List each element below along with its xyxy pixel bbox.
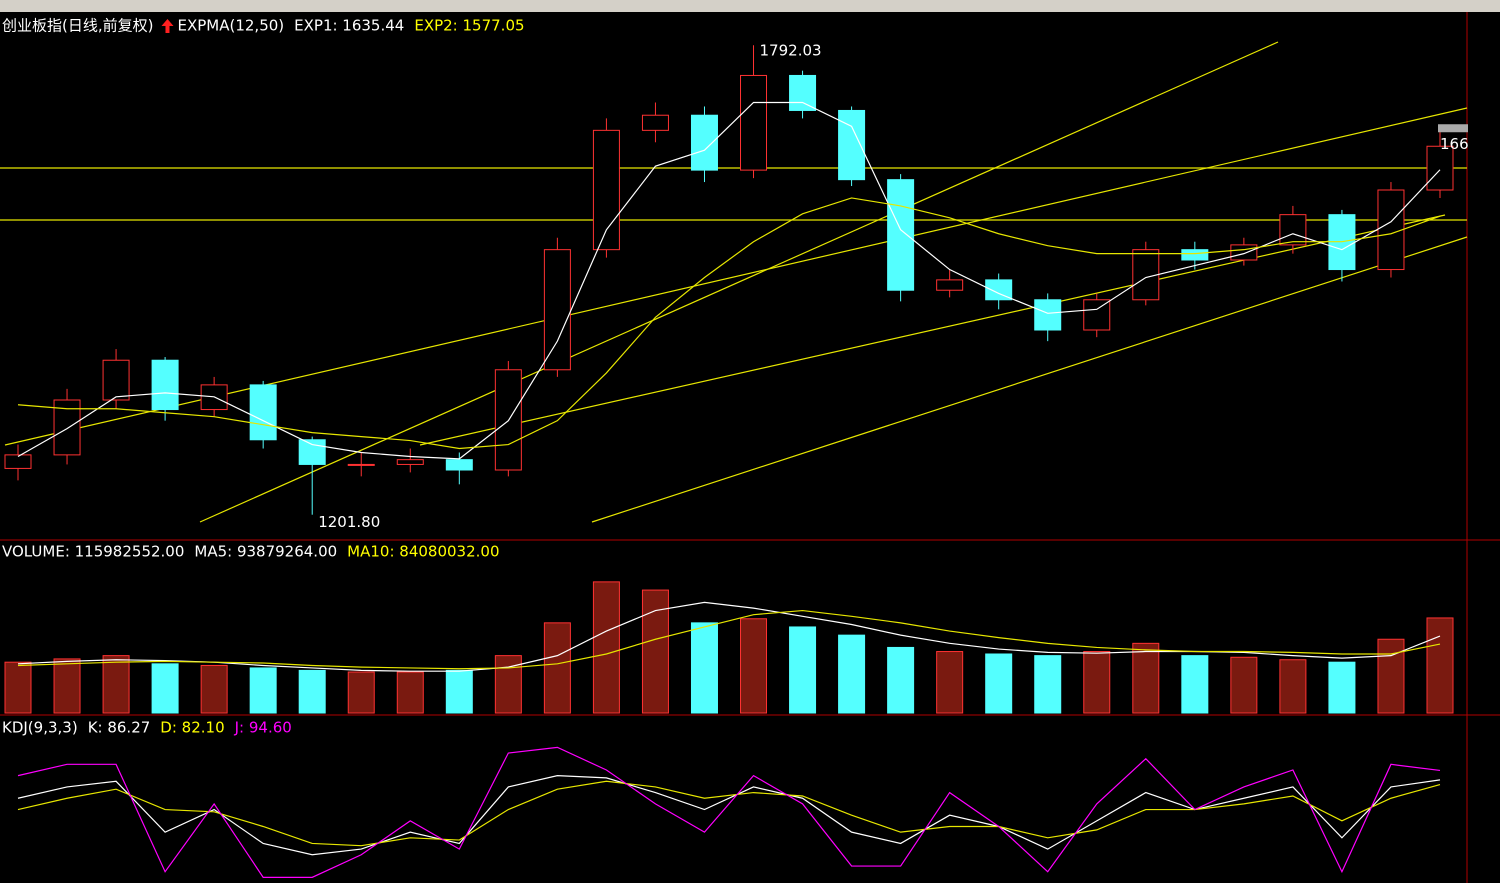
price-tag-bg — [1438, 124, 1468, 133]
volume-bar — [445, 669, 473, 714]
volume-bar — [4, 661, 32, 714]
volume-bar — [102, 655, 130, 714]
volume-bar — [200, 664, 228, 714]
candle-body — [789, 74, 817, 111]
volume-bar — [592, 581, 620, 714]
series-line — [17, 601, 1441, 672]
volume-bar — [1083, 651, 1111, 714]
volume-bar — [740, 618, 768, 714]
legend-entry: KDJ(9,3,3) — [2, 719, 78, 737]
volume-bar — [249, 667, 277, 714]
series-line — [17, 197, 1441, 450]
volume-bar — [690, 622, 718, 714]
series-line — [17, 746, 1441, 878]
candle-body — [1279, 214, 1307, 246]
candle-body — [1132, 249, 1160, 301]
candle-body — [1377, 189, 1405, 271]
panel-frame — [0, 12, 1500, 883]
candle-body — [347, 463, 375, 466]
candle-body — [887, 179, 915, 291]
candle-body — [690, 114, 718, 171]
volume-bar — [887, 646, 915, 714]
candle-body — [592, 129, 620, 251]
menu-bar — [0, 0, 1500, 12]
volume-bar — [789, 626, 817, 714]
candle-body — [298, 439, 326, 465]
up-arrow-icon — [161, 19, 174, 33]
legend-entry: MA5: 93879264.00 — [194, 543, 337, 561]
candle-body — [396, 459, 424, 465]
legend-entry: VOLUME: 115982552.00 — [2, 543, 184, 561]
volume-bar — [53, 658, 81, 714]
series-line — [17, 101, 1441, 460]
volume-bar — [151, 663, 179, 714]
candle-body — [641, 114, 669, 131]
volume-bar — [494, 655, 522, 714]
high-label: 1792.03 — [760, 42, 822, 60]
volume-bar — [985, 653, 1013, 714]
candle-body — [985, 279, 1013, 301]
volume-bar — [1034, 655, 1062, 714]
candle-body — [1083, 299, 1111, 331]
marks — [4, 45, 1454, 878]
legend-entry: K: 86.27 — [88, 719, 151, 737]
candle-body — [249, 384, 277, 441]
candle-body — [151, 359, 179, 411]
trend-line — [199, 41, 1279, 523]
chart-title: 创业板指(日线,前复权) — [2, 17, 153, 35]
series-line — [17, 609, 1441, 670]
candle-body — [1230, 244, 1258, 261]
volume-bar — [1328, 661, 1356, 714]
volume-bar — [1279, 659, 1307, 714]
legend-entry: EXP1: 1635.44 — [294, 17, 404, 35]
series-line — [17, 780, 1441, 847]
legend-entry: MA10: 84080032.00 — [347, 543, 499, 561]
volume-bar — [1377, 638, 1405, 714]
candle-body — [1426, 145, 1454, 191]
candle-body — [1034, 299, 1062, 331]
legend-entry: EXP2: 1577.05 — [414, 17, 524, 35]
legend-entry: J: 94.60 — [234, 719, 292, 737]
last-price-label: 166 — [1440, 135, 1469, 153]
series-line — [17, 775, 1441, 856]
low-label: 1201.80 — [318, 513, 380, 531]
trend-line — [419, 214, 1446, 446]
candle-body — [936, 279, 964, 291]
candle-body — [1181, 249, 1209, 261]
trend-line — [4, 107, 1468, 446]
candle-body — [445, 459, 473, 471]
trend-lines — [0, 41, 1468, 523]
candle-body — [543, 249, 571, 371]
volume-bar — [396, 671, 424, 714]
candle-body — [102, 359, 130, 401]
volume-bar — [936, 651, 964, 714]
volume-bar — [1181, 655, 1209, 714]
trend-line — [591, 236, 1468, 523]
candle-body — [4, 454, 32, 469]
labels: 1201.80 1792.03 166 创业板指(日线,前复权) EXPMA(12,50… — [2, 17, 1469, 737]
volume-bar — [1230, 656, 1258, 714]
volume-bar — [347, 671, 375, 714]
volume-bar — [298, 669, 326, 714]
volume-bar — [543, 622, 571, 714]
legend-entry: EXPMA(12,50) — [177, 17, 284, 35]
volume-bar — [838, 634, 866, 714]
volume-bar — [1426, 617, 1454, 714]
volume-bar — [1132, 642, 1160, 714]
candle-body — [740, 74, 768, 171]
legend-entry: D: 82.10 — [160, 719, 224, 737]
